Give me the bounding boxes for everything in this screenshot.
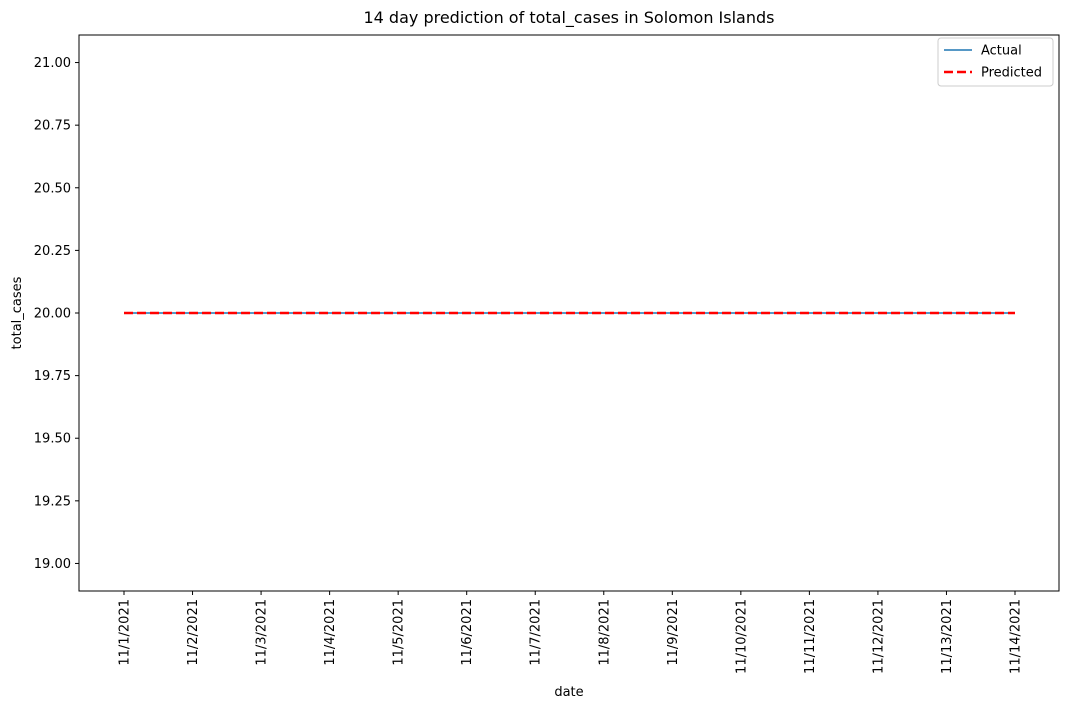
plot-frame [78,34,1060,592]
y-axis-label: total_cases [10,276,25,349]
x-tick-label: 11/1/2021 [118,599,133,666]
x-tick-label: 11/10/2021 [734,599,749,674]
y-tick-label: 20.25 [34,244,71,259]
x-tick-label: 11/8/2021 [597,599,612,666]
y-tick-label: 19.25 [34,494,71,509]
y-tick-label: 21.00 [34,56,71,71]
x-tick-label: 11/7/2021 [529,599,544,666]
y-tick-label: 20.00 [34,307,71,322]
chart-title: 14 day prediction of total_cases in Solo… [363,8,774,28]
x-tick-label: 11/2/2021 [186,599,201,666]
x-axis-label: date [554,685,583,700]
x-tick-label: 11/14/2021 [1009,599,1024,674]
y-tick-label: 19.00 [34,557,71,572]
y-axis-ticks: 19.00 19.25 19.50 19.75 20.00 20.25 20.50 20.75… [34,56,79,572]
legend-label-predicted: Predicted [981,66,1042,81]
legend: Actual Predicted [937,37,1054,87]
x-tick-label: 11/9/2021 [666,599,681,666]
x-tick-label: 11/11/2021 [803,599,818,674]
x-tick-label: 11/13/2021 [940,599,955,674]
x-tick-label: 11/4/2021 [323,599,338,666]
x-tick-label: 11/5/2021 [392,599,407,666]
x-tick-label: 11/12/2021 [871,599,886,674]
x-axis-ticks: 11/1/2021 11/2/2021 11/3/2021 11/4/2021 11/5… [118,591,1024,674]
y-tick-label: 20.50 [34,181,71,196]
y-tick-label: 20.75 [34,119,71,134]
y-tick-label: 19.50 [34,432,71,447]
y-tick-label: 19.75 [34,369,71,384]
x-tick-label: 11/6/2021 [460,599,475,666]
x-tick-label: 11/3/2021 [255,599,270,666]
legend-label-actual: Actual [981,44,1022,59]
